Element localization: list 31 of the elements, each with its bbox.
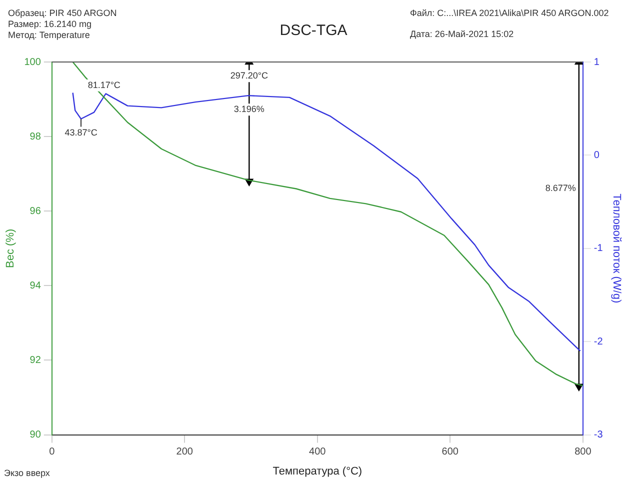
y-tick-label: 94	[30, 280, 42, 292]
y-tick-label: 100	[24, 56, 42, 68]
x-tick-label: 400	[309, 446, 326, 458]
x-tick-label: 200	[176, 446, 194, 458]
annotation: 43.87°C	[64, 127, 98, 138]
y2-tick-label: 0	[594, 150, 600, 161]
annotation: 8.677%	[545, 183, 576, 194]
text: Дата: 26-Май-2021 15:02	[410, 29, 515, 40]
y-axis-title: Вес (%)	[4, 228, 17, 268]
chart-title: DSC-TGA	[280, 22, 348, 39]
x-tick-label: 600	[442, 446, 459, 458]
text: Размер: 16.2140 mg	[8, 19, 92, 30]
y2-tick-label: -1	[594, 243, 604, 254]
y2-tick-label: -2	[594, 336, 604, 348]
y2-axis-title: Тепловой поток (W/g)	[610, 194, 622, 304]
y2-tick-label: 1	[594, 56, 600, 68]
y-tick-label: 92	[30, 354, 42, 366]
x-tick-label: 800	[574, 446, 592, 458]
text: Метод: Temperature	[8, 30, 91, 41]
y-tick-label: 96	[30, 206, 42, 217]
x-tick-label: 0	[49, 446, 56, 458]
text: Образец: PIR 450 ARGON	[8, 8, 117, 19]
annotation: 81.17°C	[88, 80, 121, 90]
text: Экзо вверх	[4, 468, 50, 479]
text: Файл: C:...\IREA 2021\Alika\PIR 450 ARGON.002	[410, 8, 609, 19]
annotation: 297.20°C	[230, 70, 268, 81]
y-tick-label: 98	[30, 131, 42, 142]
x-axis-title: Температура (°C)	[272, 465, 362, 478]
y2-tick-label: -3	[594, 430, 604, 441]
annotation: 3.196%	[234, 104, 264, 114]
y-tick-label: 90	[30, 430, 42, 441]
